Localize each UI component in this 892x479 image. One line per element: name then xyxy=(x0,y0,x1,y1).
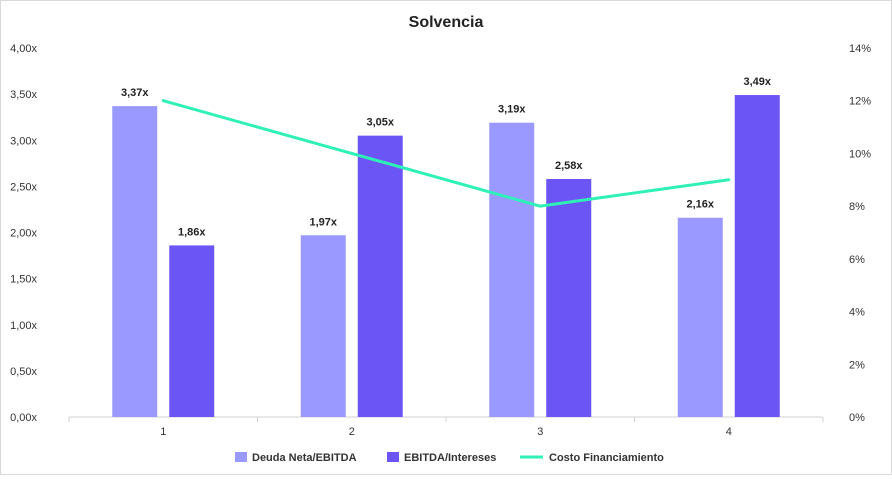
bar-data-label: 2,16x xyxy=(686,199,714,211)
x-tick-label: 2 xyxy=(349,426,355,438)
bar-data-label: 1,86x xyxy=(178,226,206,238)
line-series xyxy=(163,101,729,207)
legend-swatch xyxy=(387,452,399,462)
bar-ebitda-intereses xyxy=(169,245,214,417)
y-right-tick-label: 4% xyxy=(849,307,865,319)
legend-label: Deuda Neta/EBITDA xyxy=(252,452,357,464)
x-tick-label: 1 xyxy=(160,426,166,438)
bar-deuda-neta-ebitda xyxy=(678,218,723,417)
bar-ebitda-intereses xyxy=(546,179,591,417)
y-left-tick-label: 2,00x xyxy=(10,228,37,240)
y-left-tick-label: 0,50x xyxy=(10,366,37,378)
legend-swatch xyxy=(235,452,247,462)
left-axis: 0,00x 0,50x 1,00x 1,50x 2,00x 2,50x 3,00x 3,50x… xyxy=(10,43,37,424)
y-left-tick-label: 1,50x xyxy=(10,274,37,286)
y-left-tick-label: 4,00x xyxy=(10,43,37,55)
chart-title: Solvencia xyxy=(409,14,484,31)
bar-series xyxy=(112,95,780,417)
bar-data-label: 1,97x xyxy=(309,216,337,228)
y-right-tick-label: 0% xyxy=(849,412,865,424)
bar-ebitda-intereses xyxy=(735,95,780,417)
bar-deuda-neta-ebitda xyxy=(489,123,534,417)
bar-data-label: 3,37x xyxy=(121,87,149,99)
x-tick-label: 4 xyxy=(726,426,732,438)
legend-label: Costo Financiamiento xyxy=(549,452,664,464)
bar-data-label: 3,19x xyxy=(498,104,526,116)
bar-data-label: 2,58x xyxy=(555,160,583,172)
bar-ebitda-intereses xyxy=(358,136,403,417)
y-left-tick-label: 3,50x xyxy=(10,89,37,101)
y-right-tick-label: 14% xyxy=(849,43,871,55)
x-tick-label: 3 xyxy=(537,426,543,438)
bar-deuda-neta-ebitda xyxy=(112,106,157,417)
right-axis: 0% 2% 4% 6% 8% 10% 12% 14% xyxy=(849,43,871,424)
x-axis: 1 2 3 4 xyxy=(69,417,823,438)
y-right-tick-label: 10% xyxy=(849,148,871,160)
y-left-tick-label: 0,00x xyxy=(10,412,37,424)
y-left-tick-label: 1,00x xyxy=(10,320,37,332)
y-left-tick-label: 2,50x xyxy=(10,181,37,193)
bar-data-label: 3,05x xyxy=(366,117,394,129)
line-costo-financiamiento xyxy=(163,101,729,206)
y-right-tick-label: 6% xyxy=(849,254,865,266)
data-labels: 3,37x 1,97x 3,19x 2,16x 1,86x 3,05x 2,58x 3,49x xyxy=(121,76,772,238)
bar-deuda-neta-ebitda xyxy=(301,235,346,417)
legend-label: EBITDA/Intereses xyxy=(404,452,496,464)
y-right-tick-label: 8% xyxy=(849,201,865,213)
y-right-tick-label: 12% xyxy=(849,96,871,108)
y-right-tick-label: 2% xyxy=(849,359,865,371)
y-left-tick-label: 3,00x xyxy=(10,135,37,147)
bar-data-label: 3,49x xyxy=(743,76,771,88)
legend: Deuda Neta/EBITDA EBITDA/Intereses Costo F… xyxy=(235,452,664,464)
